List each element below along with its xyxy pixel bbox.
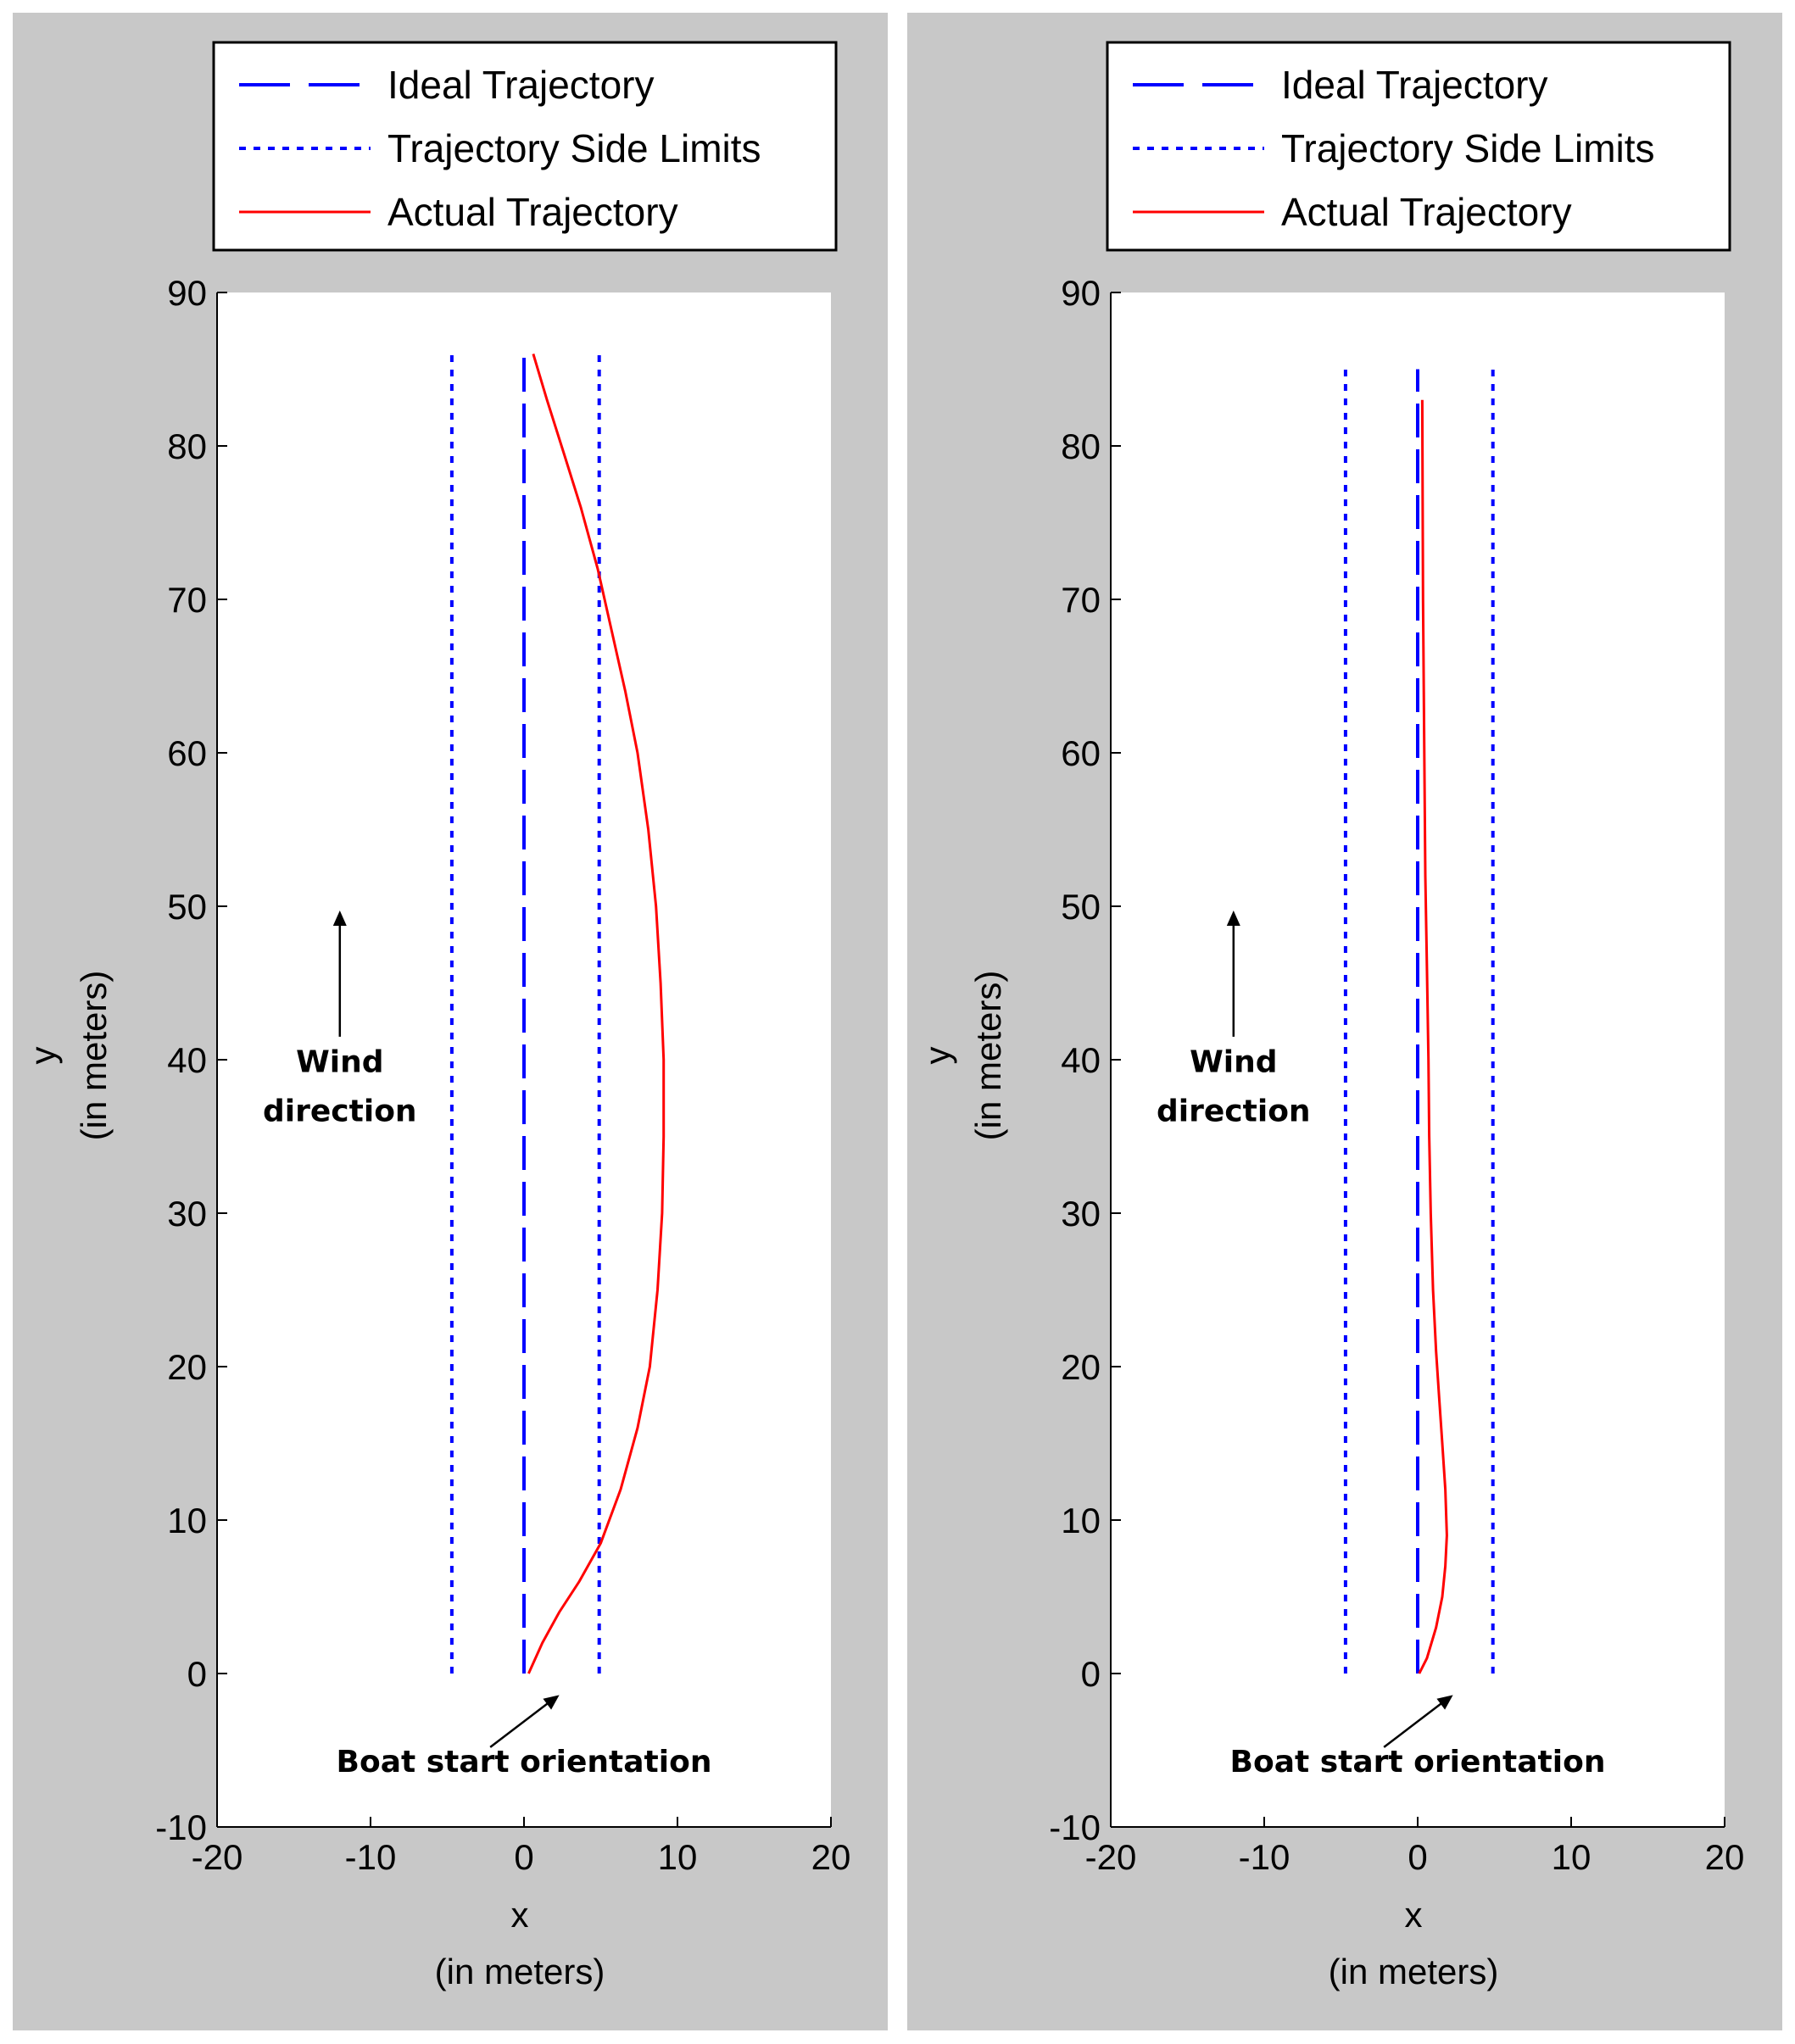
legend-side-limits-label: Trajectory Side Limits [1281,126,1655,170]
y-tick-label: 0 [1081,1654,1101,1694]
x-tick-label: 0 [1408,1837,1427,1877]
x-tick-label: -10 [1239,1837,1291,1877]
legend-side-limits-label: Trajectory Side Limits [387,126,761,170]
boat-arrow-shaft [489,1697,555,1748]
y-tick-label: 50 [1061,887,1101,927]
y-tick-label: 70 [1061,580,1101,620]
legend-box [1106,41,1731,252]
y-tick-label: 50 [167,887,207,927]
x-tick-label: 10 [658,1837,698,1877]
y-axis-unit: (in meters) [74,971,114,1141]
x-axis-label: x [511,1895,529,1935]
legend: Ideal Trajectory Trajectory Side Limits Ac… [1106,41,1731,252]
y-axis-label: y [917,1047,957,1065]
y-tick-label: 60 [167,733,207,773]
y-tick-label: 90 [167,273,207,313]
y-tick-label: 20 [1061,1347,1101,1387]
x-tick-label: 0 [514,1837,533,1877]
y-tick-label: 30 [1061,1194,1101,1234]
actual-trajectory-line [527,353,666,1674]
wind-arrow-head-icon [332,911,347,927]
legend: Ideal Trajectory Trajectory Side Limits Ac… [212,41,838,252]
wind-label: Wind [1190,1044,1277,1079]
x-tick-label: 20 [1705,1837,1745,1877]
panel-divider [888,0,907,2044]
x-axis-label: x [1405,1895,1423,1935]
x-axis-unit: (in meters) [435,1952,605,1991]
y-tick-label: 0 [187,1654,207,1694]
x-tick-label: -20 [1085,1837,1137,1877]
boat-start-label: Boat start orientation [337,1745,712,1779]
y-tick-label: 60 [1061,733,1101,773]
y-tick-label: 10 [1061,1501,1101,1540]
x-tick-label: 10 [1552,1837,1592,1877]
boat-arrow-head-icon [1436,1695,1453,1710]
actual-trajectory-line [1418,399,1448,1674]
y-tick-label: -10 [1049,1807,1101,1847]
y-tick-label: 40 [167,1040,207,1080]
boat-arrow-head-icon [543,1695,560,1710]
y-tick-label: 10 [167,1501,207,1540]
x-axis-unit: (in meters) [1329,1952,1499,1991]
y-tick-label: 80 [167,426,207,466]
y-tick-label: -10 [155,1807,207,1847]
legend-ideal-label: Ideal Trajectory [1281,63,1547,107]
y-axis-label: y [23,1047,63,1065]
legend-actual-label: Actual Trajectory [387,190,678,234]
y-tick-label: 40 [1061,1040,1101,1080]
legend-actual-label: Actual Trajectory [1281,190,1572,234]
y-tick-label: 70 [167,580,207,620]
boat-start-label: Boat start orientation [1230,1745,1606,1779]
wind-arrow-head-icon [1226,911,1240,927]
y-axis-unit: (in meters) [968,971,1008,1141]
legend-ideal-label: Ideal Trajectory [387,63,654,107]
x-tick-label: 20 [811,1837,851,1877]
y-tick-label: 20 [167,1347,207,1387]
y-tick-label: 30 [167,1194,207,1234]
wind-label-2: direction [1157,1094,1311,1128]
wind-label-2: direction [263,1094,417,1128]
x-tick-label: -10 [345,1837,397,1877]
x-tick-label: -20 [192,1837,243,1877]
boat-arrow-shaft [1383,1697,1449,1748]
wind-label: Wind [296,1044,383,1079]
y-tick-label: 80 [1061,426,1101,466]
y-tick-label: 90 [1061,273,1101,313]
legend-box [212,41,838,252]
